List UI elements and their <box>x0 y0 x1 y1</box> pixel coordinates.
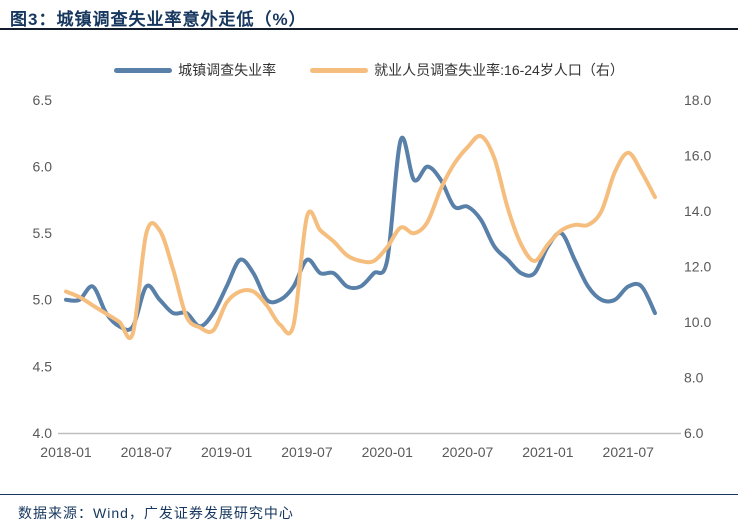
y-right-tick-label: 10.0 <box>684 314 711 330</box>
x-tick-label: 2018-07 <box>121 444 173 460</box>
figure-title: 图3：城镇调查失业率意外走低（%） <box>10 10 307 29</box>
y-right-tick-label: 12.0 <box>684 258 711 274</box>
y-left-tick-label: 4.0 <box>33 425 53 441</box>
legend-swatch-blue <box>114 67 173 73</box>
series-line-youth-rate <box>64 133 657 341</box>
y-left-tick-label: 6.5 <box>33 92 53 108</box>
y-left-tick-label: 5.0 <box>33 292 53 308</box>
y-left-tick-label: 6.0 <box>33 159 53 175</box>
y-right-tick-label: 16.0 <box>684 147 711 163</box>
y-right-tick-label: 6.0 <box>684 425 704 441</box>
y-right-tick-label: 14.0 <box>684 203 711 219</box>
y-right-tick-label: 8.0 <box>684 369 704 385</box>
x-tick-label: 2020-01 <box>362 444 414 460</box>
legend-item-youth-rate: 就业人员调查失业率:16-24岁人口（右） <box>310 60 624 80</box>
x-tick-label: 2021-01 <box>522 444 574 460</box>
footer-divider <box>0 494 738 495</box>
y-right-tick-label: 18.0 <box>684 92 711 108</box>
line-chart: 6.5 6.0 5.5 5.0 4.5 4.0 18.0 16.0 14.0 12.0 10.0 8.… <box>33 92 712 460</box>
x-tick-label: 2019-01 <box>201 444 253 460</box>
x-tick-label: 2019-07 <box>281 444 333 460</box>
legend-label-urban-rate: 城镇调查失业率 <box>178 62 277 78</box>
data-source: 数据来源：Wind，广发证券发展研究中心 <box>18 505 294 521</box>
x-tick-label: 2018-01 <box>40 444 92 460</box>
title-divider <box>0 28 738 30</box>
x-tick-label: 2020-07 <box>442 444 494 460</box>
legend-label-youth-rate: 就业人员调查失业率:16-24岁人口（右） <box>374 62 624 78</box>
chart-legend: 城镇调查失业率 就业人员调查失业率:16-24岁人口（右） <box>0 60 738 80</box>
x-tick-label: 2021-07 <box>603 444 655 460</box>
legend-swatch-orange <box>310 67 369 73</box>
legend-item-urban-rate: 城镇调查失业率 <box>114 60 276 80</box>
series-line-urban-rate <box>64 135 657 332</box>
y-left-tick-label: 4.5 <box>33 358 53 374</box>
y-left-tick-label: 5.5 <box>33 225 53 241</box>
